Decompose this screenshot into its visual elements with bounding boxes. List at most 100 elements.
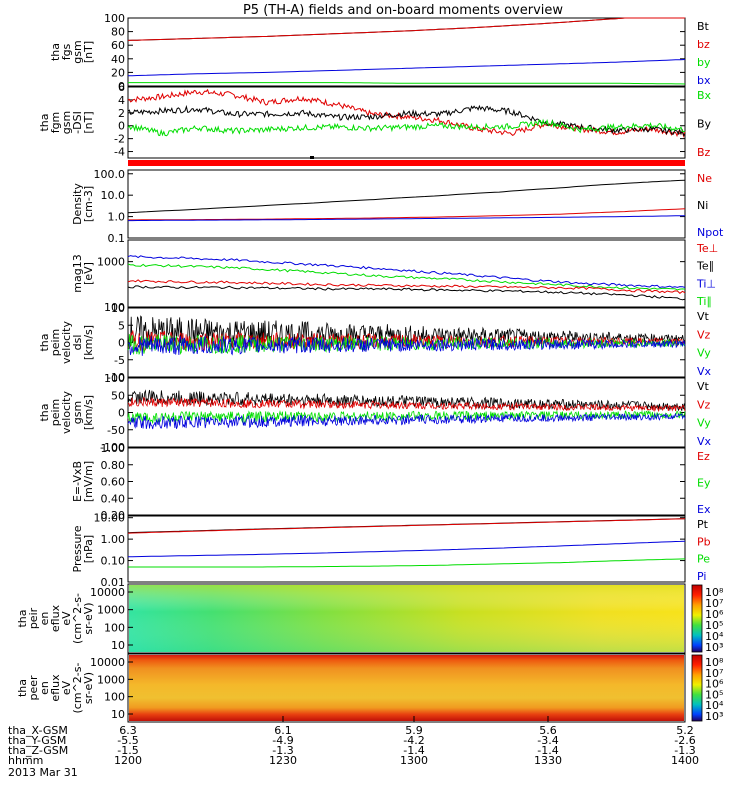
y-axis-label: sr-eV) [82, 602, 95, 634]
colorbar-tick-label: 10⁸ [705, 656, 724, 669]
series-Pi [127, 540, 686, 558]
panel-frame [127, 447, 686, 516]
y-axis-label: gsm [60, 111, 73, 134]
y-tick-label: -50 [107, 424, 125, 437]
x-axis-row-label: tha_Y-GSM [8, 734, 66, 747]
series-Bt [127, 17, 685, 41]
y-axis-label: tha [38, 333, 51, 351]
colorbar-tick-label: 10⁵ [705, 688, 723, 701]
y-tick-label: 0.10 [101, 555, 126, 568]
y-axis-label: eV [60, 611, 73, 626]
legend-label: Pi [697, 570, 706, 583]
panel-peir: 10⁸10⁷10⁶10⁵10⁴10³10000100010010thapeire… [16, 583, 724, 654]
y-tick-label: -4 [114, 146, 125, 159]
y-axis-label: tha [49, 43, 62, 61]
legend-label: Vx [697, 435, 712, 448]
series-Vx [127, 412, 686, 430]
y-tick-label: 50 [111, 389, 125, 402]
y-axis-label: -DSI [71, 111, 84, 134]
y-tick-label: 100 [104, 301, 125, 314]
x-axis-value: -2.6 [674, 734, 695, 747]
y-axis-label: fgm [49, 112, 62, 134]
legend-label: Ti⊥ [696, 277, 716, 290]
y-axis-label: [mV/m] [82, 461, 95, 502]
y-tick-label: 1000 [97, 256, 125, 269]
y-axis-label: [cm-3] [82, 186, 95, 222]
y-axis-label: (cm^2-s- [71, 663, 84, 714]
y-tick-label: 0 [118, 337, 125, 350]
spectrogram-electron [129, 655, 684, 721]
panel-peer: 10⁸10⁷10⁶10⁵10⁴10³10000100010010thapeere… [16, 653, 724, 723]
colorbar-tick-label: 10⁷ [705, 667, 723, 680]
legend-label: by [697, 56, 711, 69]
series-Te∥ [127, 285, 686, 301]
y-axis-label: en [38, 612, 51, 626]
y-tick-label: 1.00 [101, 533, 126, 546]
series-bx [127, 59, 686, 77]
y-tick-label: 1000 [97, 673, 125, 686]
y-tick-label: 10000 [90, 586, 125, 599]
y-axis-label: Density [71, 183, 84, 225]
y-tick-label: 10 [111, 639, 125, 652]
x-axis-value: -1.4 [537, 744, 558, 757]
legend-label: By [697, 118, 712, 131]
legend-label: Vt [697, 310, 710, 323]
x-axis-value: -4.9 [272, 734, 293, 747]
y-tick-label: 10 [111, 708, 125, 721]
spectrogram-shade [129, 585, 684, 652]
colorbar-tick-label: 10⁵ [705, 619, 723, 632]
x-axis-value: 5.6 [539, 724, 557, 737]
legend-label: Pt [697, 518, 709, 531]
y-tick-label: 10 [111, 302, 125, 315]
legend-label: Ey [697, 477, 711, 490]
panel-efield: 1.00 0.80 0.60 0.40 0.20 Ez Ey Ex E=-VxB[mV/m] [71, 442, 711, 522]
y-tick-label: 0.60 [101, 476, 126, 489]
series-Vx [127, 334, 686, 356]
y-axis-label: eV [60, 680, 73, 695]
y-axis-label: en [38, 681, 51, 695]
x-axis-value: -1.3 [272, 744, 293, 757]
legend-label: Bt [697, 20, 710, 33]
panel-frame [127, 239, 686, 308]
y-axis-label: eflux [49, 604, 62, 632]
legend-label: Ni [697, 199, 708, 212]
y-tick-label: 60 [111, 39, 125, 52]
y-axis-label: tha [38, 113, 51, 131]
y-tick-label: 1.0 [108, 211, 126, 224]
y-axis-label: sr-eV) [82, 672, 95, 704]
panel-vel_gsm: 100 50 0 -50 -100 Vt Vz Vy Vx thapeimvelocitygsm[… [38, 372, 712, 454]
series-Ti∥ [127, 263, 686, 291]
y-axis-label: [nT] [82, 41, 95, 63]
panel-frame [127, 653, 686, 723]
y-tick-label: 20 [111, 66, 125, 79]
y-axis-label: velocity [60, 321, 73, 364]
series-Vz [127, 396, 686, 413]
series-Te⊥ [127, 279, 686, 294]
y-tick-label: 10.0 [101, 189, 126, 202]
y-tick-label: -10 [107, 371, 125, 384]
series-Ne [128, 208, 686, 221]
y-axis-label: [km/s] [82, 395, 95, 430]
panel-frame [127, 515, 686, 583]
y-axis-label: Pressure [71, 525, 84, 572]
y-axis-label: velocity [60, 391, 73, 434]
y-tick-label: 100 [104, 372, 125, 385]
series-Bx [127, 118, 686, 137]
x-axis-value: -5.5 [117, 734, 138, 747]
y-axis-label: [eV] [82, 262, 95, 285]
x-axis-value: 1300 [400, 754, 428, 767]
y-axis-label: tha [38, 403, 51, 421]
legend-label: Vy [697, 417, 711, 430]
colorbar-tick-label: 10⁶ [705, 608, 724, 621]
y-tick-label: 0 [118, 80, 125, 93]
y-tick-label: 2 [118, 107, 125, 120]
legend-label: bz [697, 38, 710, 51]
x-axis-value: -1.5 [117, 744, 138, 757]
y-tick-label: 1.00 [101, 442, 126, 455]
y-axis-label: E=-VxB [71, 461, 84, 502]
y-tick-label: 10000 [90, 656, 125, 669]
y-tick-label: -100 [100, 441, 125, 454]
